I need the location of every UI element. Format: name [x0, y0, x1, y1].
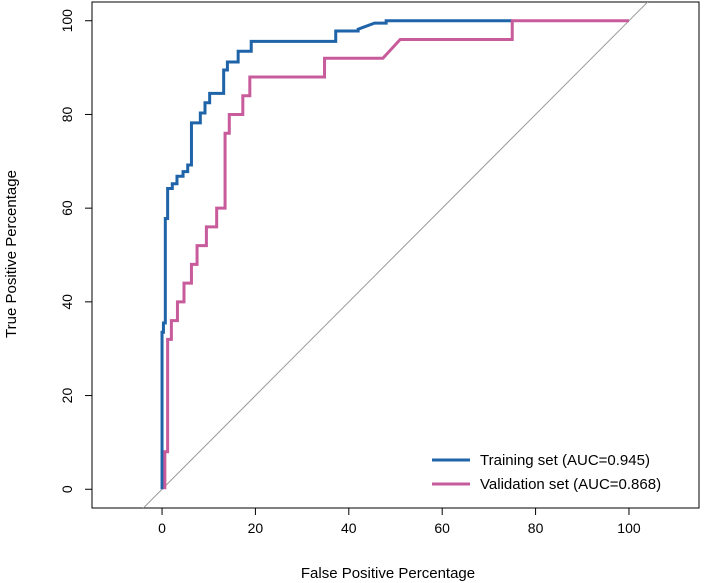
x-tick-label: 80	[528, 520, 544, 536]
plot-frame	[91, 1, 700, 509]
y-tick-label: 20	[59, 388, 75, 404]
x-tick-label: 20	[248, 520, 264, 536]
legend-label: Training set (AUC=0.945)	[480, 452, 650, 469]
legend-label: Validation set (AUC=0.868)	[480, 476, 661, 493]
x-axis-title: False Positive Percentage	[301, 565, 475, 582]
y-tick-label: 40	[59, 294, 75, 310]
legend: Training set (AUC=0.945) Validation set (…	[432, 452, 661, 493]
x-tick-label: 40	[341, 520, 357, 536]
y-tick-label: 0	[59, 485, 75, 493]
y-axis-title: True Positive Percentage	[3, 170, 20, 338]
chance-diagonal-line	[142, 2, 649, 508]
y-tick-label: 60	[59, 200, 75, 216]
x-tick-label: 100	[617, 520, 641, 536]
roc-series-validation	[163, 19, 629, 490]
x-tick-label: 0	[158, 520, 166, 536]
y-tick-label: 100	[59, 9, 75, 33]
roc-series-training	[160, 19, 513, 490]
y-tick-label: 80	[59, 106, 75, 122]
x-tick-label: 60	[434, 520, 450, 536]
